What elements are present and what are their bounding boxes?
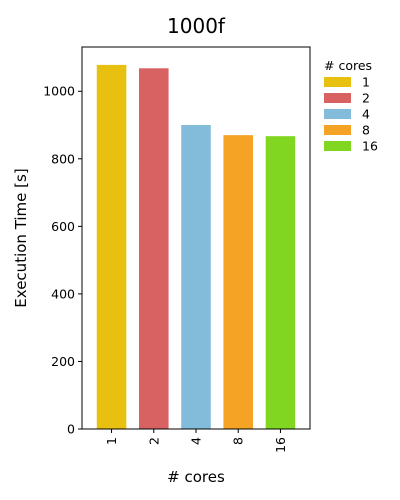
y-tick-label: 0	[67, 422, 75, 437]
legend-swatch-1	[324, 77, 351, 87]
bar-8	[223, 135, 253, 429]
bar-4	[181, 125, 211, 430]
legend-label: 16	[362, 139, 378, 154]
bar-2	[139, 68, 169, 429]
plot-area: 0 200 400 600 800 1000 1 2 4 8 16	[43, 46, 311, 453]
y-tick-label: 400	[51, 286, 75, 301]
chart-title: 1000f	[167, 14, 226, 38]
axes-frame	[81, 46, 311, 430]
bar-1	[96, 64, 127, 430]
bar-16	[265, 136, 296, 430]
y-tick-label: 600	[51, 219, 75, 234]
x-tick-label: 8	[231, 437, 246, 445]
y-axis-label: Execution Time [s]	[12, 168, 30, 307]
legend-swatch-2	[324, 93, 351, 103]
legend-label: 2	[362, 91, 370, 106]
legend-swatch-16	[324, 141, 351, 151]
legend-label: 4	[362, 107, 370, 122]
legend-swatch-8	[324, 125, 351, 135]
legend-swatch-4	[324, 109, 351, 119]
y-tick-label: 1000	[43, 84, 75, 99]
legend-label: 8	[362, 123, 370, 138]
y-tick-label: 200	[51, 354, 75, 369]
y-tick-label: 800	[51, 151, 75, 166]
x-tick-label: 16	[273, 437, 288, 453]
x-tick-label: 4	[189, 437, 204, 445]
legend-title: # cores	[324, 58, 372, 73]
x-tick-label: 2	[146, 437, 161, 445]
legend-label: 1	[362, 75, 370, 90]
x-tick-label: 1	[104, 437, 119, 445]
x-axis-label: # cores	[167, 468, 225, 486]
